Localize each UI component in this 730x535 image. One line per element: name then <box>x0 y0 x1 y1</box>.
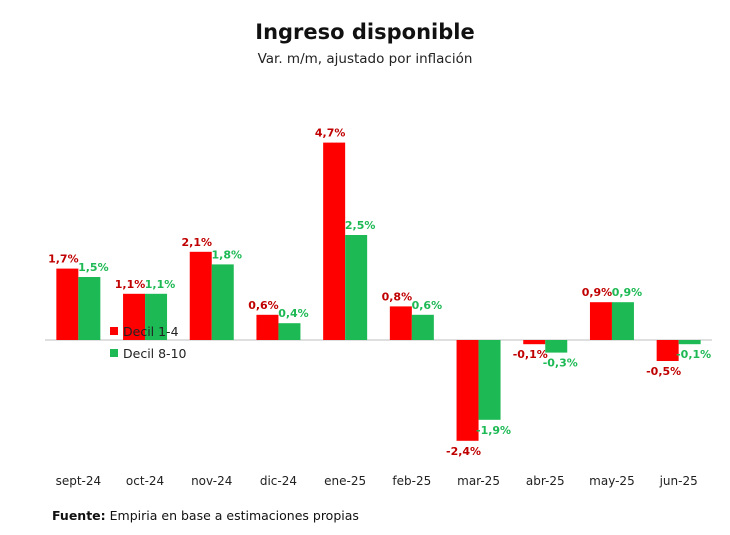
legend-label-decil-8-10: Decil 8-10 <box>123 345 187 361</box>
legend-swatch-decil-1-4 <box>110 327 118 335</box>
data-label-decil-1-4-jun-25: -0,5% <box>646 365 681 378</box>
source-label: Fuente: <box>52 508 106 523</box>
legend-swatch-decil-8-10 <box>110 349 118 357</box>
data-label-decil-1-4-sept-24: 1,7% <box>48 253 79 266</box>
bar-decil-8-10-oct-24 <box>145 293 168 340</box>
bar-decil-1-4-sept-24 <box>56 268 79 340</box>
bar-decil-1-4-may-25 <box>589 302 612 340</box>
x-tick-label-ene-25: ene-25 <box>324 474 366 488</box>
legend-item-decil-1-4: Decil 1-4 <box>110 320 186 342</box>
x-tick-label-oct-24: oct-24 <box>126 474 164 488</box>
bar-decil-8-10-jun-25 <box>678 340 701 345</box>
data-label-decil-1-4-abr-25: -0,1% <box>513 348 548 361</box>
data-label-decil-8-10-nov-24: 1,8% <box>211 248 242 261</box>
data-label-decil-8-10-feb-25: 0,6% <box>412 299 443 312</box>
x-tick-label-abr-25: abr-25 <box>526 474 565 488</box>
legend: Decil 1-4 Decil 8-10 <box>110 320 186 364</box>
data-label-decil-8-10-abr-25: -0,3% <box>543 357 578 370</box>
bar-decil-1-4-dic-24 <box>256 314 279 340</box>
data-label-decil-1-4-oct-24: 1,1% <box>115 278 146 291</box>
data-label-decil-1-4-mar-25: -2,4% <box>446 445 481 458</box>
bar-decil-8-10-dic-24 <box>278 323 301 340</box>
data-label-decil-1-4-ene-25: 4,7% <box>315 127 346 140</box>
data-label-decil-1-4-feb-25: 0,8% <box>382 290 413 303</box>
x-tick-label-jun-25: jun-25 <box>659 474 698 488</box>
bar-decil-8-10-mar-25 <box>478 340 501 420</box>
bar-decil-1-4-nov-24 <box>189 251 212 340</box>
x-tick-label-sept-24: sept-24 <box>56 474 102 488</box>
chart-subtitle: Var. m/m, ajustado por inflación <box>257 51 473 67</box>
chart-title: Ingreso disponible <box>255 20 475 44</box>
data-label-decil-8-10-jun-25: -0,1% <box>676 348 711 361</box>
bar-decil-8-10-nov-24 <box>211 264 234 340</box>
x-tick-label-dic-24: dic-24 <box>260 474 297 488</box>
data-label-decil-8-10-mar-25: -1,9% <box>476 424 511 437</box>
bar-decil-1-4-jun-25 <box>656 340 679 361</box>
x-tick-label-may-25: may-25 <box>589 474 635 488</box>
legend-item-decil-8-10: Decil 8-10 <box>110 342 186 364</box>
data-label-decil-1-4-dic-24: 0,6% <box>248 299 279 312</box>
bar-decil-1-4-feb-25 <box>389 306 412 340</box>
data-label-decil-1-4-may-25: 0,9% <box>582 286 613 299</box>
bar-decil-1-4-abr-25 <box>523 340 546 345</box>
x-tick-label-mar-25: mar-25 <box>457 474 500 488</box>
data-label-decil-8-10-may-25: 0,9% <box>612 286 643 299</box>
source-text: Empiria en base a estimaciones propias <box>109 508 359 523</box>
data-label-decil-1-4-nov-24: 2,1% <box>181 236 212 249</box>
bar-decil-1-4-mar-25 <box>456 340 479 441</box>
x-tick-label-feb-25: feb-25 <box>392 474 431 488</box>
legend-label-decil-1-4: Decil 1-4 <box>123 323 179 339</box>
data-label-decil-8-10-oct-24: 1,1% <box>145 278 176 291</box>
bar-decil-8-10-abr-25 <box>545 340 568 353</box>
bar-decil-8-10-sept-24 <box>78 277 101 340</box>
data-label-decil-8-10-dic-24: 0,4% <box>278 307 309 320</box>
x-tick-label-nov-24: nov-24 <box>191 474 232 488</box>
bar-decil-8-10-feb-25 <box>411 314 434 340</box>
data-label-decil-8-10-sept-24: 1,5% <box>78 261 109 274</box>
bar-decil-1-4-ene-25 <box>323 142 346 340</box>
data-label-decil-8-10-ene-25: 2,5% <box>345 219 376 232</box>
bar-decil-8-10-may-25 <box>611 302 634 340</box>
bar-decil-1-4-oct-24 <box>123 293 146 340</box>
bar-decil-8-10-ene-25 <box>345 235 368 340</box>
source-note: Fuente: Empiria en base a estimaciones pr… <box>52 508 359 523</box>
